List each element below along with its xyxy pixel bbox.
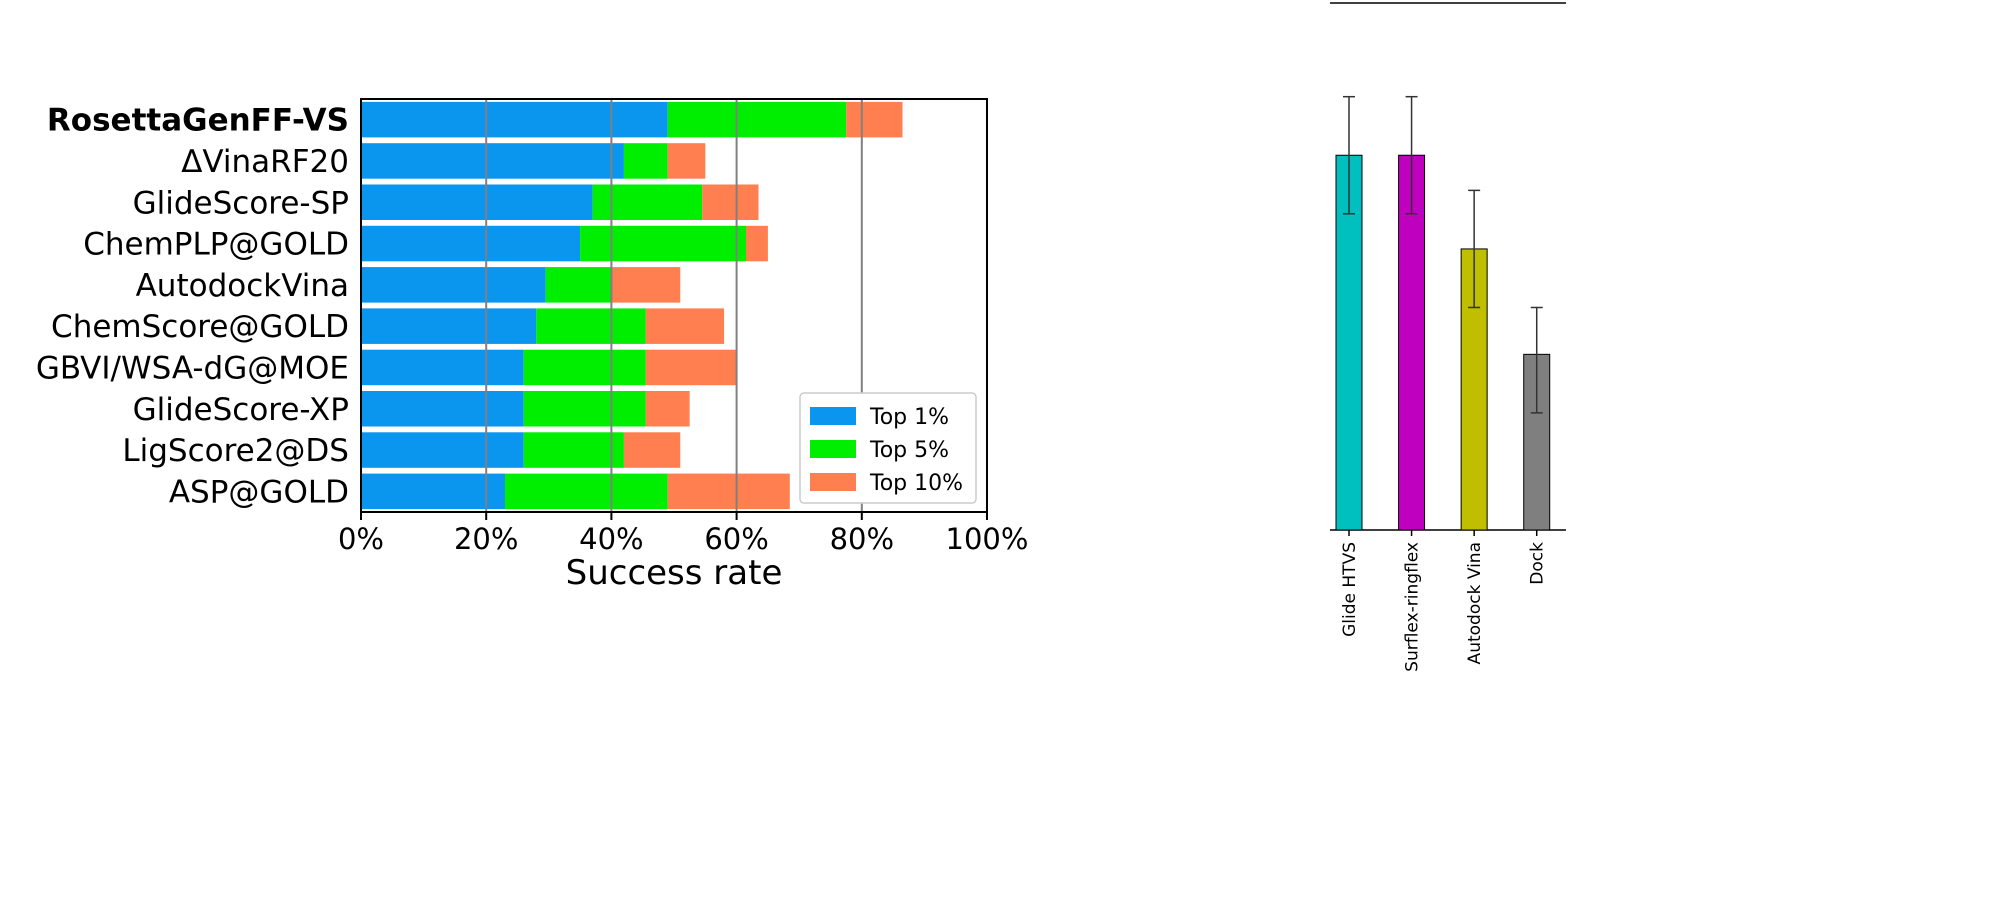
bar-ligscore2-ds-series-1 <box>523 432 624 468</box>
legend-swatch <box>810 473 856 491</box>
bar-rosettagenff-vs-series-0 <box>361 101 668 138</box>
x-tick-label: 20% <box>454 522 518 556</box>
x-category-label: Surflex-ringflex <box>1403 542 1423 672</box>
success-rate-chart-panel: RosettaGenFF-VS ΔVinaRF20 GlideScore-SP Che… <box>36 98 1029 593</box>
legend-swatch <box>810 407 856 425</box>
category-label: LigScore2@DS <box>122 433 349 469</box>
bar-rosettagenff-vs-series-2 <box>846 101 903 138</box>
x-axis-label: Success rate <box>566 553 783 593</box>
bar-chemplp-gold-series-1 <box>580 225 746 262</box>
bar-asp-gold-series-1 <box>504 473 668 510</box>
legend-label: Top 1% <box>869 405 949 430</box>
x-tick-label: 40% <box>579 522 643 556</box>
x-category-label: Autodock Vina <box>1465 542 1485 664</box>
x-category-label: Dock <box>1528 542 1548 585</box>
bar-chemscore-gold-series-2 <box>645 308 725 344</box>
bar-autodockvina-series-2 <box>611 267 681 303</box>
x-category-label: Glide HTVS <box>1340 542 1360 637</box>
bar-ligscore2-ds-series-0 <box>361 432 524 468</box>
bar--vinarf20-series-0 <box>361 143 624 179</box>
auc-bar <box>1398 154 1426 531</box>
legend-label: Top 10% <box>869 471 963 496</box>
category-label: ASP@GOLD <box>169 474 349 510</box>
category-label: ChemPLP@GOLD <box>83 227 349 263</box>
category-label: RosettaGenFF-VS <box>47 103 349 139</box>
bar-gbvi-wsa-dg-moe-series-1 <box>523 349 646 386</box>
bar-rosettagenff-vs-series-1 <box>667 101 847 138</box>
bar-asp-gold-series-0 <box>361 473 505 510</box>
category-label: ΔVinaRF20 <box>181 144 349 180</box>
category-label: AutodockVina <box>136 268 349 304</box>
bar-glidescore-sp-series-1 <box>592 184 703 221</box>
bar-autodockvina-series-1 <box>545 267 612 303</box>
bar-glidescore-sp-series-2 <box>702 184 759 221</box>
x-tick-label: 80% <box>830 522 894 556</box>
category-label: GBVI/WSA-dG@MOE <box>36 350 349 386</box>
bar-chemscore-gold-series-0 <box>361 308 537 344</box>
bar-glidescore-xp-series-0 <box>361 390 524 427</box>
bar-chemscore-gold-series-1 <box>536 308 646 344</box>
bar-autodockvina-series-0 <box>361 267 546 303</box>
category-label: GlideScore-XP <box>133 392 349 428</box>
auc-chart: b0.400.450.500.550.600.650.700.750.800.8… <box>1046 0 1566 687</box>
success-rate-chart: RosettaGenFF-VS ΔVinaRF20 GlideScore-SP Che… <box>36 98 1029 593</box>
x-tick-label: 0% <box>338 522 384 556</box>
plot-frame <box>360 98 988 513</box>
category-label: GlideScore-SP <box>133 185 349 221</box>
bar-gbvi-wsa-dg-moe-series-2 <box>645 349 737 386</box>
x-tick-label: 60% <box>704 522 768 556</box>
x-tick-label: 100% <box>946 522 1029 556</box>
legend-label: Top 5% <box>869 438 949 463</box>
bar-chemplp-gold-series-0 <box>361 225 581 262</box>
bar-asp-gold-series-2 <box>667 473 790 510</box>
bar--vinarf20-series-2 <box>667 143 706 179</box>
auc-chart-panel: b0.400.450.500.550.600.650.700.750.800.8… <box>1046 0 1998 908</box>
bar-glidescore-xp-series-2 <box>645 390 690 427</box>
legend-swatch <box>810 440 856 458</box>
category-label: ChemScore@GOLD <box>51 309 349 345</box>
bar--vinarf20-series-1 <box>623 143 668 179</box>
bar-glidescore-xp-series-1 <box>523 390 646 427</box>
bar-glidescore-sp-series-0 <box>361 184 593 221</box>
auc-bar <box>1335 154 1363 531</box>
bar-ligscore2-ds-series-2 <box>623 432 681 468</box>
bar-gbvi-wsa-dg-moe-series-0 <box>361 349 524 386</box>
bar-chemplp-gold-series-2 <box>745 225 768 262</box>
